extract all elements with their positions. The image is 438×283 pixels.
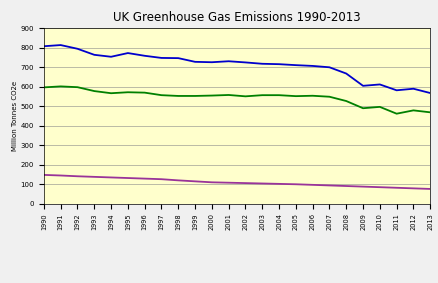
Total greenhouse gas emissions [142,54,147,57]
Methane (CH4) [226,181,231,185]
Methane (CH4) [293,183,298,186]
Total greenhouse gas emissions [343,72,348,75]
Net CO2 emissions [226,93,231,97]
Methane (CH4) [376,185,381,189]
Methane (CH4) [242,181,247,185]
Net CO2 emissions [410,109,415,112]
Line: Methane (CH4): Methane (CH4) [44,175,429,189]
Total greenhouse gas emissions [393,89,398,92]
Methane (CH4) [108,176,113,179]
Net CO2 emissions [142,91,147,94]
Net CO2 emissions [192,94,197,98]
Net CO2 emissions [175,94,180,98]
Net CO2 emissions [259,93,264,97]
Line: Net CO2 emissions: Net CO2 emissions [44,86,429,114]
Net CO2 emissions [108,91,113,95]
Total greenhouse gas emissions [226,59,231,63]
Total greenhouse gas emissions [309,64,314,68]
Methane (CH4) [309,183,314,186]
Net CO2 emissions [242,95,247,98]
Methane (CH4) [142,177,147,180]
Net CO2 emissions [326,95,331,98]
Total greenhouse gas emissions [41,44,46,48]
Net CO2 emissions [125,91,130,94]
Methane (CH4) [192,180,197,183]
Methane (CH4) [360,185,365,188]
Total greenhouse gas emissions [326,66,331,69]
Methane (CH4) [343,184,348,188]
Total greenhouse gas emissions [108,55,113,59]
Total greenhouse gas emissions [192,60,197,63]
Total greenhouse gas emissions [427,91,432,95]
Net CO2 emissions [209,94,214,97]
Net CO2 emissions [276,93,281,97]
Methane (CH4) [427,187,432,191]
Net CO2 emissions [427,111,432,114]
Methane (CH4) [259,182,264,185]
Methane (CH4) [92,175,97,179]
Net CO2 emissions [41,86,46,89]
Total greenhouse gas emissions [293,63,298,67]
Net CO2 emissions [159,93,164,97]
Net CO2 emissions [75,85,80,89]
Y-axis label: Million Tonnes CO2e: Million Tonnes CO2e [12,81,18,151]
Total greenhouse gas emissions [410,87,415,91]
Methane (CH4) [209,181,214,184]
Methane (CH4) [58,174,63,177]
Total greenhouse gas emissions [175,56,180,60]
Methane (CH4) [41,173,46,177]
Methane (CH4) [159,177,164,181]
Total greenhouse gas emissions [242,61,247,64]
Line: Total greenhouse gas emissions: Total greenhouse gas emissions [44,45,429,93]
Total greenhouse gas emissions [259,62,264,65]
Total greenhouse gas emissions [376,83,381,86]
Methane (CH4) [326,184,331,187]
Net CO2 emissions [360,106,365,110]
Net CO2 emissions [58,85,63,88]
Methane (CH4) [393,186,398,190]
Methane (CH4) [410,187,415,190]
Total greenhouse gas emissions [360,84,365,87]
Methane (CH4) [75,175,80,178]
Total greenhouse gas emissions [276,63,281,66]
Methane (CH4) [125,176,130,180]
Net CO2 emissions [393,112,398,115]
Net CO2 emissions [293,95,298,98]
Methane (CH4) [276,182,281,186]
Net CO2 emissions [309,94,314,97]
Total greenhouse gas emissions [92,53,97,57]
Total greenhouse gas emissions [209,61,214,64]
Methane (CH4) [175,179,180,182]
Total greenhouse gas emissions [159,56,164,60]
Net CO2 emissions [92,89,97,93]
Title: UK Greenhouse Gas Emissions 1990-2013: UK Greenhouse Gas Emissions 1990-2013 [113,11,360,24]
Net CO2 emissions [376,105,381,109]
Total greenhouse gas emissions [125,51,130,55]
Total greenhouse gas emissions [58,43,63,47]
Total greenhouse gas emissions [75,47,80,50]
Net CO2 emissions [343,99,348,103]
